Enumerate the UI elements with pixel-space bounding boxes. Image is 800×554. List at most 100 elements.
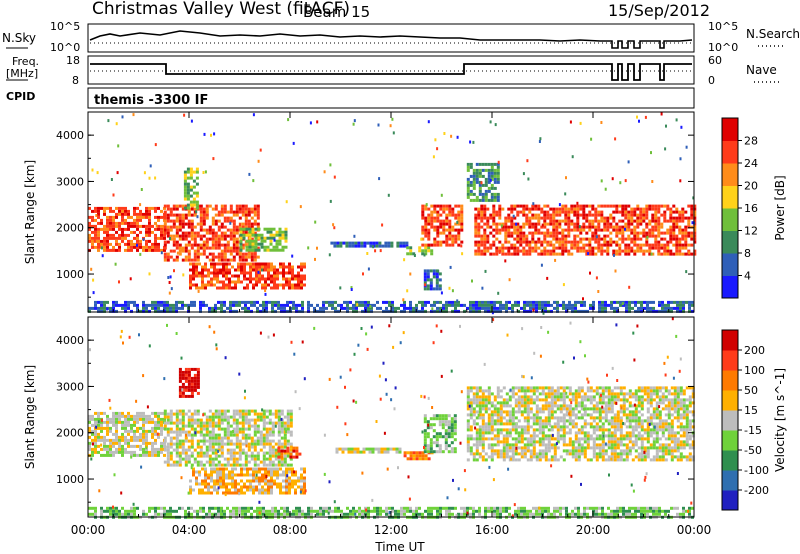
data-cell bbox=[172, 430, 176, 434]
data-cell bbox=[424, 234, 428, 238]
data-cell bbox=[448, 207, 452, 211]
noise-cell bbox=[93, 239, 96, 243]
data-cell bbox=[427, 207, 431, 211]
data-cell bbox=[235, 240, 239, 244]
data-cell bbox=[585, 219, 589, 223]
data-cell bbox=[457, 231, 461, 235]
data-cell bbox=[630, 222, 634, 226]
data-cell bbox=[663, 216, 667, 220]
noise-cell bbox=[329, 163, 332, 167]
data-cell bbox=[277, 449, 281, 453]
data-cell bbox=[444, 429, 448, 433]
data-cell bbox=[279, 271, 282, 275]
data-cell bbox=[186, 203, 190, 207]
data-cell bbox=[529, 416, 533, 420]
data-cell bbox=[573, 210, 577, 214]
data-cell bbox=[94, 300, 97, 304]
data-cell bbox=[241, 225, 245, 229]
data-cell bbox=[600, 204, 604, 208]
data-cell bbox=[621, 204, 625, 208]
data-cell bbox=[403, 309, 406, 313]
data-cell bbox=[190, 451, 194, 455]
data-cell bbox=[511, 395, 515, 399]
data-cell bbox=[622, 303, 625, 307]
data-cell bbox=[552, 219, 556, 223]
data-cell bbox=[226, 442, 230, 446]
noise-cell bbox=[681, 235, 684, 239]
data-cell bbox=[219, 286, 222, 290]
data-cell bbox=[532, 434, 536, 438]
data-cell bbox=[220, 427, 224, 431]
data-cell bbox=[151, 444, 154, 448]
data-cell bbox=[438, 417, 442, 421]
data-cell bbox=[199, 427, 203, 431]
data-cell bbox=[271, 448, 275, 452]
data-cell bbox=[664, 303, 667, 307]
data-cell bbox=[118, 450, 121, 454]
data-cell bbox=[502, 446, 506, 450]
data-cell bbox=[118, 227, 121, 231]
data-cell bbox=[285, 467, 288, 471]
data-cell bbox=[232, 249, 236, 253]
data-cell bbox=[573, 234, 577, 238]
data-cell bbox=[520, 386, 524, 390]
data-cell bbox=[242, 236, 246, 240]
data-cell bbox=[289, 457, 293, 461]
data-cell bbox=[118, 441, 121, 445]
data-cell bbox=[499, 422, 503, 426]
data-cell bbox=[291, 482, 294, 486]
data-cell bbox=[160, 233, 163, 237]
data-cell bbox=[486, 207, 490, 211]
data-cell bbox=[184, 303, 187, 307]
data-cell bbox=[486, 222, 490, 226]
data-cell bbox=[487, 419, 491, 423]
data-cell bbox=[97, 438, 100, 442]
data-cell bbox=[178, 249, 182, 253]
data-cell bbox=[678, 243, 682, 247]
data-cell bbox=[546, 252, 550, 256]
data-cell bbox=[478, 407, 482, 411]
data-cell bbox=[528, 219, 532, 223]
data-cell bbox=[447, 429, 451, 433]
data-cell bbox=[283, 433, 287, 437]
data-cell bbox=[579, 228, 583, 232]
noise-cell bbox=[600, 179, 603, 183]
data-cell bbox=[597, 234, 601, 238]
data-cell bbox=[157, 303, 160, 307]
data-cell bbox=[235, 300, 238, 304]
data-cell bbox=[240, 491, 243, 495]
data-cell bbox=[472, 180, 476, 184]
data-cell bbox=[281, 248, 285, 252]
data-cell bbox=[133, 245, 136, 249]
data-cell bbox=[271, 454, 275, 458]
data-cell bbox=[298, 303, 301, 307]
data-cell bbox=[192, 179, 196, 183]
data-cell bbox=[103, 306, 106, 310]
data-cell bbox=[477, 222, 481, 226]
data-cell bbox=[433, 204, 437, 208]
data-cell bbox=[469, 162, 473, 166]
data-cell bbox=[525, 222, 529, 226]
data-cell bbox=[240, 280, 243, 284]
data-cell bbox=[229, 207, 233, 211]
data-cell bbox=[522, 225, 526, 229]
data-cell bbox=[552, 243, 556, 247]
data-cell bbox=[253, 303, 256, 307]
data-cell bbox=[270, 470, 273, 474]
data-cell bbox=[169, 463, 173, 467]
data-cell bbox=[268, 421, 272, 425]
noise-cell bbox=[257, 270, 260, 274]
data-cell bbox=[280, 457, 284, 461]
data-cell bbox=[256, 439, 260, 443]
data-cell bbox=[496, 443, 500, 447]
data-cell bbox=[211, 460, 215, 464]
data-cell bbox=[253, 204, 257, 208]
data-cell bbox=[280, 421, 284, 425]
data-cell bbox=[535, 303, 538, 307]
data-cell bbox=[540, 225, 544, 229]
data-cell bbox=[516, 252, 520, 256]
data-cell bbox=[207, 488, 210, 492]
data-cell bbox=[94, 432, 97, 436]
data-cell bbox=[477, 252, 481, 256]
data-cell bbox=[300, 283, 303, 287]
